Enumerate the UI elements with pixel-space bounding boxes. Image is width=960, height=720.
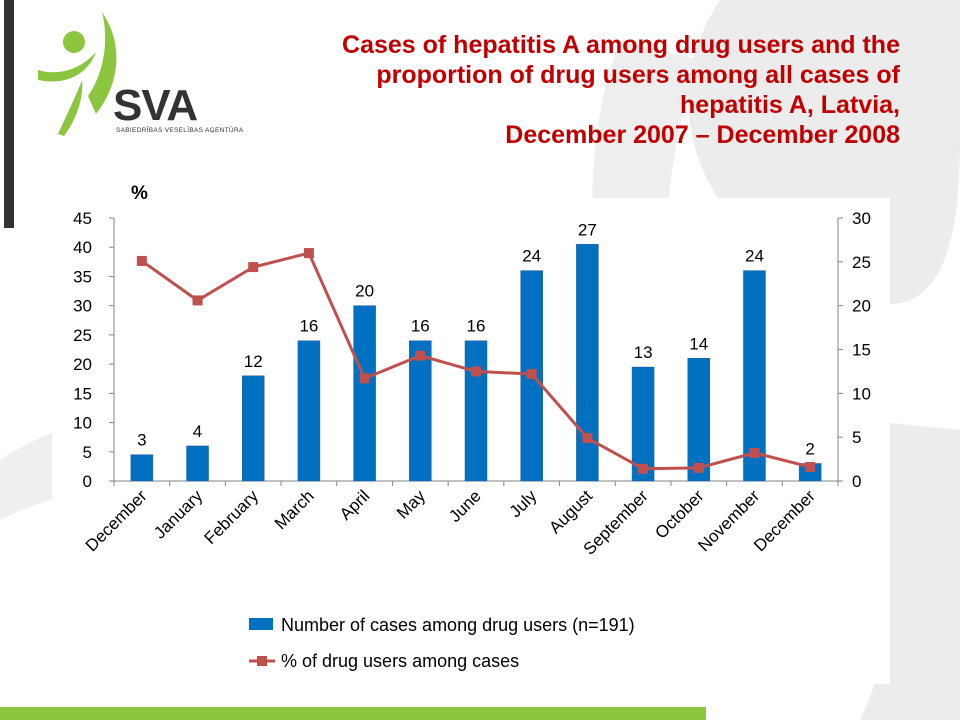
bar-data-label: 16 (411, 317, 430, 336)
bar (464, 340, 488, 482)
left-accent-bar (4, 0, 14, 228)
x-axis-category-label: April (336, 486, 373, 523)
left-axis-tick-label: 0 (83, 472, 92, 491)
percent-point (526, 369, 537, 380)
bar-data-label: 3 (137, 431, 146, 450)
legend-bar-label: Number of cases among drug users (n=191) (281, 615, 635, 635)
right-axis-unit-label: % (131, 183, 148, 204)
logo-subtitle: SABIEDRĪBAS VESELĪBAS AĢENTŪRA (116, 127, 244, 134)
bar-data-label: 20 (355, 282, 374, 301)
percent-point (693, 462, 704, 473)
bar-data-label: 24 (522, 247, 541, 266)
x-axis-category-label: August (545, 486, 596, 537)
x-axis-category-label: May (393, 486, 429, 522)
percent-point (136, 255, 147, 266)
bar (186, 445, 209, 482)
x-axis-category-label: December (82, 486, 151, 555)
left-axis-tick-label: 10 (73, 414, 92, 433)
x-axis-category-label: July (506, 486, 541, 521)
left-axis-tick-label: 35 (73, 267, 92, 286)
percent-point (303, 248, 314, 259)
right-axis-tick-label: 25 (852, 253, 871, 272)
bar-data-label: 16 (467, 317, 486, 336)
right-axis-tick-label: 10 (852, 384, 871, 403)
bar-data-label: 27 (578, 220, 597, 239)
left-axis-tick-label: 15 (73, 384, 92, 403)
bar (353, 305, 376, 482)
page-title: Cases of hepatitis A among drug users an… (140, 30, 900, 150)
bar-data-label: 13 (634, 343, 653, 362)
right-axis-tick-label: 15 (852, 341, 871, 360)
left-axis-tick-label: 30 (73, 297, 92, 316)
sva-logo-figure (38, 12, 117, 136)
bottom-accent-bar (0, 707, 706, 720)
right-axis-tick-label: 30 (852, 209, 871, 228)
bar (576, 244, 599, 482)
percent-point (582, 433, 593, 444)
x-axis-category-label: December (750, 486, 819, 555)
legend-bar-swatch (249, 618, 273, 630)
left-axis-tick-label: 5 (83, 443, 92, 462)
percent-point (192, 295, 203, 306)
bar (241, 375, 265, 482)
bar-data-label: 2 (805, 439, 814, 458)
percent-point (415, 350, 426, 361)
title-line: December 2007 – December 2008 (505, 121, 900, 149)
bar (297, 340, 321, 482)
title-line: hepatitis A, Latvia, (680, 91, 900, 119)
bar (409, 340, 432, 482)
x-axis-category-label: March (271, 486, 318, 533)
left-axis-tick-label: 25 (73, 326, 92, 345)
right-axis-tick-label: 20 (852, 297, 871, 316)
legend-line-label: % of drug users among cases (281, 651, 519, 671)
x-axis-category-label: January (150, 486, 207, 543)
legend-line-marker (257, 656, 267, 666)
x-axis-category-label: June (445, 486, 485, 526)
bar (687, 358, 711, 482)
percent-point (638, 463, 649, 474)
chart-area: 0 5 10 15 20 25 30 35 40 45 0 5 10 15 20 25 30 3 4 12 16 20 16… (52, 198, 890, 684)
combo-chart: 0 5 10 15 20 25 30 35 40 45 0 5 10 15 20 25 30 3 4 12 16 20 16… (73, 209, 871, 671)
bar-data-label: 24 (745, 247, 764, 266)
right-axis-tick-label: 5 (852, 428, 861, 447)
sva-logo: SVA SABIEDRĪBAS VESELĪBAS AĢENTŪRA (18, 4, 243, 139)
bar-data-label: 16 (299, 317, 318, 336)
logo-wordmark: SVA (113, 81, 198, 130)
x-axis-category-label: February (201, 486, 263, 548)
left-axis-tick-label: 45 (73, 209, 92, 228)
bar-data-label: 14 (689, 334, 708, 353)
title-line: proportion of drug users among all cases… (376, 61, 900, 89)
percent-point (805, 461, 816, 472)
bar (631, 366, 655, 482)
percent-point (359, 373, 370, 384)
right-axis-tick-label: 0 (852, 472, 861, 491)
percent-point (749, 447, 760, 458)
bar-data-label: 4 (193, 422, 202, 441)
left-axis-tick-label: 40 (73, 238, 92, 257)
left-axis-tick-label: 20 (73, 355, 92, 374)
percent-point (471, 366, 481, 377)
bar (130, 454, 154, 482)
title-line: Cases of hepatitis A among drug users an… (342, 31, 900, 59)
percent-point (248, 262, 259, 273)
bar (743, 270, 766, 482)
bar-data-label: 12 (244, 352, 263, 371)
x-axis-category-label: October (651, 486, 707, 542)
